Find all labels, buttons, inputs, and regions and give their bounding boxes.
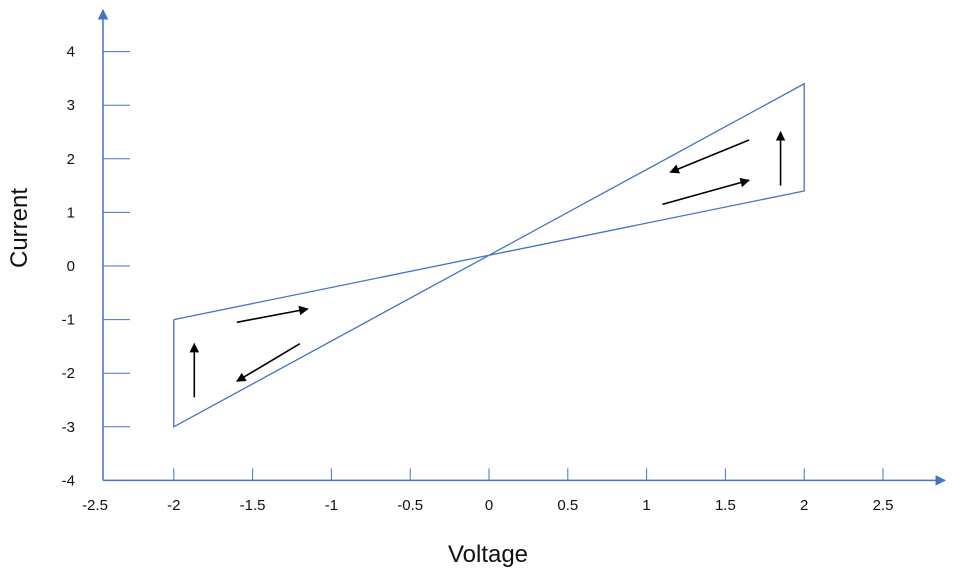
x-tick-label: -2.5 <box>82 497 108 514</box>
direction-arrow <box>236 305 309 324</box>
x-tick-label: 2.5 <box>873 497 894 514</box>
x-tick-label: -1 <box>325 497 338 514</box>
hysteresis-loop <box>173 82 805 428</box>
x-tick-label: -0.5 <box>397 497 423 514</box>
x-tick-label: 1 <box>642 497 650 514</box>
y-tick-label: 3 <box>67 97 75 114</box>
x-tick-label: 0 <box>485 497 493 514</box>
x-tick-label: 2 <box>800 497 808 514</box>
axes <box>97 8 947 486</box>
x-tick-label: 1.5 <box>715 497 736 514</box>
y-tick-label: -1 <box>62 312 75 329</box>
direction-arrow <box>662 177 750 206</box>
direction-arrow <box>669 139 750 174</box>
x-tick-label: -1.5 <box>240 497 266 514</box>
y-tick-label: 2 <box>67 151 75 168</box>
ticks: -2.5 -2 -1.5 -1 -0.5 0 0.5 1 1.5 2 2.5 -4 -3 -2 -1 0 1 2 3… <box>62 44 894 514</box>
x-tick-label: -2 <box>167 497 180 514</box>
series-group <box>173 82 805 428</box>
direction-arrow <box>236 343 301 382</box>
y-tick-label: 0 <box>67 258 75 275</box>
y-axis-title: Current <box>6 188 33 268</box>
y-tick-label: -4 <box>62 472 75 489</box>
y-tick-label: 4 <box>67 44 75 61</box>
x-axis-title: Voltage <box>448 541 528 568</box>
y-tick-label: -2 <box>62 365 75 382</box>
annotations <box>189 131 786 398</box>
x-tick-label: 0.5 <box>557 497 578 514</box>
y-tick-label: -3 <box>62 419 75 436</box>
y-tick-label: 1 <box>67 204 75 221</box>
